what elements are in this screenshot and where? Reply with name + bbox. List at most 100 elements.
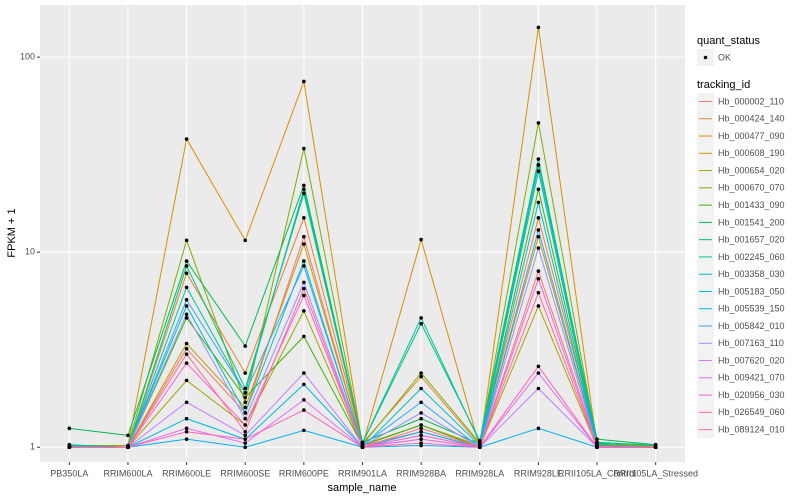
point — [536, 200, 541, 205]
point — [536, 371, 541, 375]
point — [360, 445, 365, 450]
legend-label: Hb_002245_060 — [718, 252, 785, 262]
point — [184, 378, 189, 383]
point — [536, 290, 541, 295]
point — [536, 121, 541, 125]
point — [243, 441, 248, 445]
point — [302, 191, 306, 196]
point — [536, 426, 541, 431]
point — [419, 423, 423, 427]
point — [653, 445, 658, 450]
point — [302, 264, 306, 268]
legend-label: Hb_000002_110 — [718, 96, 784, 106]
x-tick-label: RRII105LA_Control — [558, 468, 636, 478]
x-tick-label: RRIM928LE — [514, 468, 563, 478]
point — [419, 433, 423, 438]
point — [243, 386, 248, 391]
point — [243, 395, 248, 400]
point — [243, 445, 248, 450]
legend-label: Hb_007163_110 — [718, 338, 784, 348]
point — [302, 398, 306, 402]
point — [243, 405, 248, 410]
point — [595, 437, 599, 441]
legend-label: Hb_001541_200 — [718, 217, 785, 227]
point — [184, 437, 189, 441]
point — [184, 297, 189, 302]
point — [302, 408, 306, 412]
point — [302, 286, 306, 291]
y-tick-label: 1 — [30, 442, 35, 452]
point — [302, 259, 306, 263]
x-axis-title: sample_name — [327, 482, 396, 494]
point — [184, 361, 189, 365]
point — [302, 371, 306, 375]
point — [302, 183, 306, 188]
point — [419, 416, 423, 421]
point — [419, 374, 423, 379]
point — [419, 441, 423, 445]
point — [302, 216, 306, 220]
point — [243, 433, 248, 438]
point — [302, 187, 306, 192]
point — [302, 382, 306, 387]
x-tick-label: RRIM600LA — [103, 468, 152, 478]
point — [419, 437, 423, 441]
point — [477, 440, 482, 445]
point — [243, 411, 248, 415]
point — [184, 259, 189, 263]
point — [184, 429, 189, 434]
point — [536, 277, 541, 281]
x-tick-label: RRIM600PE — [279, 468, 329, 478]
point — [184, 316, 189, 320]
legend-label: Hb_026549_060 — [718, 407, 785, 417]
x-tick-label: RRIM928LA — [455, 468, 504, 478]
point — [184, 264, 189, 268]
point — [536, 269, 541, 273]
point — [419, 400, 423, 405]
point — [302, 146, 306, 151]
point — [243, 344, 248, 348]
point — [243, 391, 248, 395]
point — [243, 400, 248, 405]
point — [184, 341, 189, 346]
y-tick-label: 10 — [25, 247, 35, 257]
point — [536, 386, 541, 391]
x-tick-label: RRII105LA_Stressed — [613, 468, 698, 478]
legend-label: Hb_000477_090 — [718, 131, 785, 141]
point — [67, 426, 72, 431]
point — [536, 25, 541, 30]
point — [477, 445, 482, 450]
point — [184, 304, 189, 308]
x-tick-label: RRIM600LE — [162, 468, 211, 478]
point — [536, 364, 541, 369]
point — [419, 316, 423, 320]
x-tick-label: RRIM928BA — [396, 468, 446, 478]
point — [536, 169, 541, 174]
point — [243, 238, 248, 243]
x-tick-label: PB350LA — [50, 468, 88, 478]
point — [419, 429, 423, 434]
point — [184, 416, 189, 421]
point — [184, 238, 189, 243]
legend-title: tracking_id — [697, 79, 750, 91]
legend-label: Hb_000424_140 — [718, 114, 785, 124]
legend-label: Hb_000608_190 — [718, 148, 785, 158]
point — [302, 280, 306, 285]
point — [243, 437, 248, 441]
point — [302, 309, 306, 313]
legend-point — [703, 55, 708, 60]
legend-label: Hb_003358_030 — [718, 269, 785, 279]
point — [536, 216, 541, 220]
point — [536, 246, 541, 250]
point — [302, 234, 306, 239]
x-tick-label: RRIM600SE — [220, 468, 270, 478]
x-tick-label: RRIM901LA — [338, 468, 387, 478]
point — [184, 346, 189, 351]
legend-label: Hb_001433_090 — [718, 200, 785, 210]
point — [302, 334, 306, 339]
point — [536, 228, 541, 232]
legend-label: Hb_005183_050 — [718, 286, 785, 296]
point — [302, 428, 306, 433]
point — [243, 371, 248, 375]
